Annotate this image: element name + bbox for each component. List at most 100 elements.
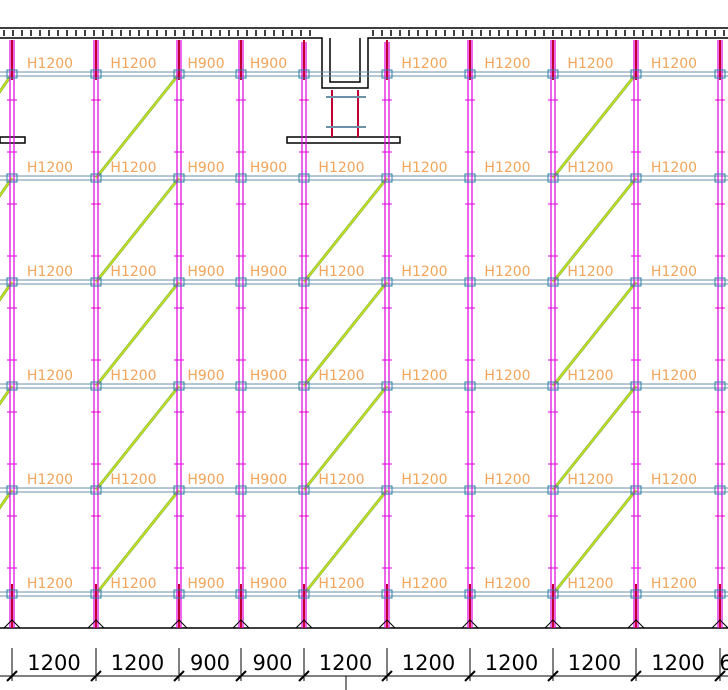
bay-label: H1200: [651, 160, 697, 176]
coupler: [714, 485, 726, 495]
base: [544, 619, 562, 629]
bay-label: H1200: [567, 472, 613, 488]
bay-label: H900: [187, 472, 224, 488]
bay-label: H1200: [318, 472, 364, 488]
coupler: [173, 485, 185, 495]
base: [461, 619, 479, 629]
coupler: [298, 485, 310, 495]
base: [378, 619, 396, 629]
bay-label: H1200: [110, 160, 156, 176]
coupler: [298, 69, 310, 79]
bay-label: H900: [250, 472, 287, 488]
coupler: [298, 589, 310, 599]
bay-label: H1200: [484, 56, 530, 72]
bay-label: H1200: [484, 160, 530, 176]
coupler: [298, 381, 310, 391]
coupler: [90, 589, 102, 599]
bay-label: H1200: [484, 576, 530, 592]
bay-label: H1200: [27, 160, 73, 176]
coupler: [630, 277, 642, 287]
coupler: [235, 173, 247, 183]
bay-label: H1200: [318, 160, 364, 176]
coupler: [90, 381, 102, 391]
bay-label: H900: [187, 56, 224, 72]
coupler: [381, 277, 393, 287]
bay-label: H1200: [27, 56, 73, 72]
dimension: 1200: [111, 651, 164, 675]
base: [170, 619, 188, 629]
brace: [95, 385, 180, 491]
coupler: [6, 485, 18, 495]
bay-label: H1200: [567, 56, 613, 72]
coupler: [714, 69, 726, 79]
coupler: [547, 381, 559, 391]
coupler: [381, 485, 393, 495]
bay-label: H1200: [651, 56, 697, 72]
bay-label: H1200: [567, 576, 613, 592]
coupler: [630, 69, 642, 79]
coupler: [173, 173, 185, 183]
bay-label: H1200: [401, 160, 447, 176]
bay-label: H1200: [110, 576, 156, 592]
coupler: [630, 589, 642, 599]
bay-label: H1200: [27, 576, 73, 592]
bay-label: H1200: [318, 368, 364, 384]
coupler: [90, 485, 102, 495]
brace: [303, 281, 388, 387]
bay-label: H900: [250, 368, 287, 384]
coupler: [381, 381, 393, 391]
dimension: 900: [190, 651, 230, 675]
dimension: 6: [719, 651, 728, 675]
coupler: [547, 277, 559, 287]
coupler: [173, 69, 185, 79]
bay-label: H900: [187, 264, 224, 280]
bay-label: H1200: [110, 368, 156, 384]
dimension: 1200: [651, 651, 704, 675]
base: [3, 619, 21, 629]
coupler: [173, 589, 185, 599]
bay-label: H1200: [110, 264, 156, 280]
brace: [95, 177, 180, 283]
base: [627, 619, 645, 629]
coupler: [464, 381, 476, 391]
bay-label: H900: [187, 576, 224, 592]
coupler: [235, 277, 247, 287]
coupler: [235, 485, 247, 495]
bay-label: H1200: [318, 576, 364, 592]
base: [232, 619, 250, 629]
coupler: [381, 589, 393, 599]
brace: [552, 177, 637, 283]
coupler: [547, 589, 559, 599]
bay-label: H1200: [651, 368, 697, 384]
dimension: 1200: [319, 651, 372, 675]
bay-label: H1200: [567, 160, 613, 176]
bay-label: H900: [250, 56, 287, 72]
bay-label: H1200: [651, 264, 697, 280]
brace: [552, 281, 637, 387]
coupler: [235, 589, 247, 599]
brace: [95, 73, 180, 179]
scaffold-frame: [0, 30, 728, 682]
labels: H1200 H1200 H900 H900 H1200 H1200 H1200 H1200 H1…: [27, 56, 728, 675]
bay-label: H1200: [318, 264, 364, 280]
bay-label: H1200: [484, 264, 530, 280]
dimension: 1200: [568, 651, 621, 675]
brace: [552, 73, 637, 179]
brace: [303, 385, 388, 491]
coupler: [381, 69, 393, 79]
bay-label: H900: [187, 368, 224, 384]
brace: [552, 385, 637, 491]
base: [87, 619, 105, 629]
coupler: [235, 381, 247, 391]
coupler: [381, 173, 393, 183]
coupler: [714, 381, 726, 391]
bay-label: H1200: [401, 368, 447, 384]
coupler: [298, 173, 310, 183]
bay-label: H1200: [27, 472, 73, 488]
coupler: [547, 485, 559, 495]
brace: [552, 489, 637, 595]
brace: [95, 281, 180, 387]
bay-label: H1200: [567, 368, 613, 384]
coupler: [630, 381, 642, 391]
